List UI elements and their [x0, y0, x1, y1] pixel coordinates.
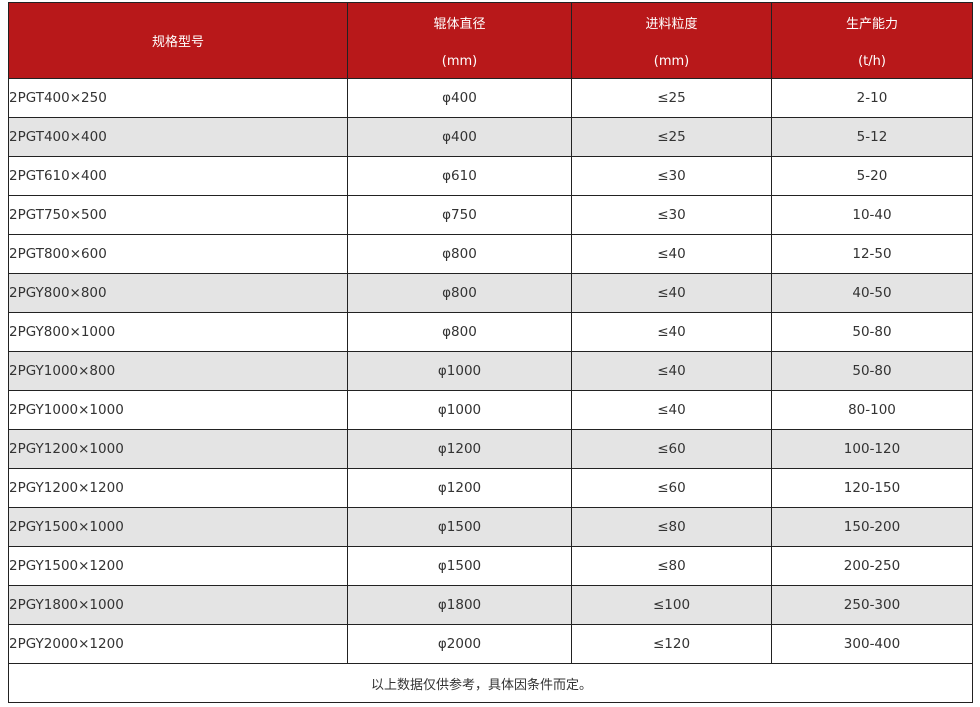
- cell-feed: ≤30: [571, 156, 772, 196]
- cell-feed: ≤40: [571, 312, 772, 352]
- cell-model: 2PGY2000×1200: [8, 624, 348, 664]
- header-diameter-title: 辊体直径: [433, 16, 486, 32]
- table-row: 2PGT400×250 φ400 ≤25 2-10: [8, 78, 973, 118]
- table-row: 2PGY800×800 φ800 ≤40 40-50: [8, 273, 973, 313]
- cell-capacity: 200-250: [771, 546, 973, 586]
- cell-diameter: φ800: [347, 234, 572, 274]
- cell-feed: ≤40: [571, 351, 772, 391]
- cell-feed: ≤80: [571, 546, 772, 586]
- cell-capacity: 120-150: [771, 468, 973, 508]
- header-feed: 进料粒度 (mm): [571, 2, 772, 79]
- cell-feed: ≤80: [571, 507, 772, 547]
- cell-model: 2PGY800×1000: [8, 312, 348, 352]
- cell-capacity: 5-20: [771, 156, 973, 196]
- cell-capacity: 150-200: [771, 507, 973, 547]
- cell-model: 2PGY1000×800: [8, 351, 348, 391]
- cell-capacity: 12-50: [771, 234, 973, 274]
- cell-capacity: 50-80: [771, 351, 973, 391]
- header-capacity: 生产能力 (t/h): [771, 2, 973, 79]
- cell-feed: ≤40: [571, 234, 772, 274]
- specs-table: 规格型号 辊体直径 (mm) 进料粒度 (mm) 生产能力 (t/h) 2PGT400…: [8, 2, 973, 703]
- cell-diameter: φ750: [347, 195, 572, 235]
- cell-model: 2PGT610×400: [8, 156, 348, 196]
- cell-feed: ≤30: [571, 195, 772, 235]
- cell-model: 2PGY1000×1000: [8, 390, 348, 430]
- cell-model: 2PGT400×400: [8, 117, 348, 157]
- cell-feed: ≤40: [571, 390, 772, 430]
- table-row: 2PGT400×400 φ400 ≤25 5-12: [8, 117, 973, 157]
- cell-capacity: 80-100: [771, 390, 973, 430]
- cell-feed: ≤100: [571, 585, 772, 625]
- table-row: 2PGY1500×1000 φ1500 ≤80 150-200: [8, 507, 973, 547]
- cell-diameter: φ1200: [347, 468, 572, 508]
- cell-capacity: 250-300: [771, 585, 973, 625]
- cell-diameter: φ400: [347, 117, 572, 157]
- cell-model: 2PGT750×500: [8, 195, 348, 235]
- cell-diameter: φ2000: [347, 624, 572, 664]
- cell-diameter: φ1000: [347, 390, 572, 430]
- cell-diameter: φ800: [347, 273, 572, 313]
- table-row: 2PGT610×400 φ610 ≤30 5-20: [8, 156, 973, 196]
- cell-capacity: 100-120: [771, 429, 973, 469]
- table-row: 2PGY1200×1000 φ1200 ≤60 100-120: [8, 429, 973, 469]
- cell-capacity: 40-50: [771, 273, 973, 313]
- cell-capacity: 5-12: [771, 117, 973, 157]
- cell-diameter: φ800: [347, 312, 572, 352]
- cell-capacity: 300-400: [771, 624, 973, 664]
- header-model: 规格型号: [8, 2, 348, 79]
- cell-diameter: φ400: [347, 78, 572, 118]
- table-row: 2PGT750×500 φ750 ≤30 10-40: [8, 195, 973, 235]
- cell-diameter: φ610: [347, 156, 572, 196]
- cell-model: 2PGY1500×1000: [8, 507, 348, 547]
- table-row: 2PGY1000×1000 φ1000 ≤40 80-100: [8, 390, 973, 430]
- table-row: 2PGY800×1000 φ800 ≤40 50-80: [8, 312, 973, 352]
- table-row: 2PGY1500×1200 φ1500 ≤80 200-250: [8, 546, 973, 586]
- header-capacity-unit: (t/h): [858, 53, 886, 69]
- header-feed-title: 进料粒度: [645, 16, 698, 32]
- cell-feed: ≤60: [571, 468, 772, 508]
- cell-diameter: φ1200: [347, 429, 572, 469]
- cell-model: 2PGY1500×1200: [8, 546, 348, 586]
- cell-capacity: 10-40: [771, 195, 973, 235]
- header-feed-unit: (mm): [653, 53, 690, 69]
- cell-diameter: φ1000: [347, 351, 572, 391]
- cell-diameter: φ1500: [347, 507, 572, 547]
- cell-feed: ≤40: [571, 273, 772, 313]
- header-row: 规格型号 辊体直径 (mm) 进料粒度 (mm) 生产能力 (t/h): [8, 2, 973, 79]
- table-row: 2PGY2000×1200 φ2000 ≤120 300-400: [8, 624, 973, 664]
- cell-model: 2PGY1200×1000: [8, 429, 348, 469]
- header-capacity-title: 生产能力: [845, 16, 898, 32]
- table-row: 2PGY1800×1000 φ1800 ≤100 250-300: [8, 585, 973, 625]
- cell-model: 2PGY1800×1000: [8, 585, 348, 625]
- table-row: 2PGY1000×800 φ1000 ≤40 50-80: [8, 351, 973, 391]
- cell-feed: ≤25: [571, 117, 772, 157]
- header-diameter-unit: (mm): [441, 53, 478, 69]
- cell-model: 2PGY1200×1200: [8, 468, 348, 508]
- cell-capacity: 2-10: [771, 78, 973, 118]
- cell-model: 2PGY800×800: [8, 273, 348, 313]
- cell-feed: ≤25: [571, 78, 772, 118]
- cell-model: 2PGT400×250: [8, 78, 348, 118]
- table-row: 2PGT800×600 φ800 ≤40 12-50: [8, 234, 973, 274]
- cell-model: 2PGT800×600: [8, 234, 348, 274]
- header-diameter: 辊体直径 (mm): [347, 2, 572, 79]
- footer-row: 以上数据仅供参考，具体因条件而定。: [8, 663, 973, 703]
- footer-note: 以上数据仅供参考，具体因条件而定。: [8, 663, 973, 703]
- cell-feed: ≤120: [571, 624, 772, 664]
- table-row: 2PGY1200×1200 φ1200 ≤60 120-150: [8, 468, 973, 508]
- cell-feed: ≤60: [571, 429, 772, 469]
- cell-diameter: φ1500: [347, 546, 572, 586]
- cell-diameter: φ1800: [347, 585, 572, 625]
- cell-capacity: 50-80: [771, 312, 973, 352]
